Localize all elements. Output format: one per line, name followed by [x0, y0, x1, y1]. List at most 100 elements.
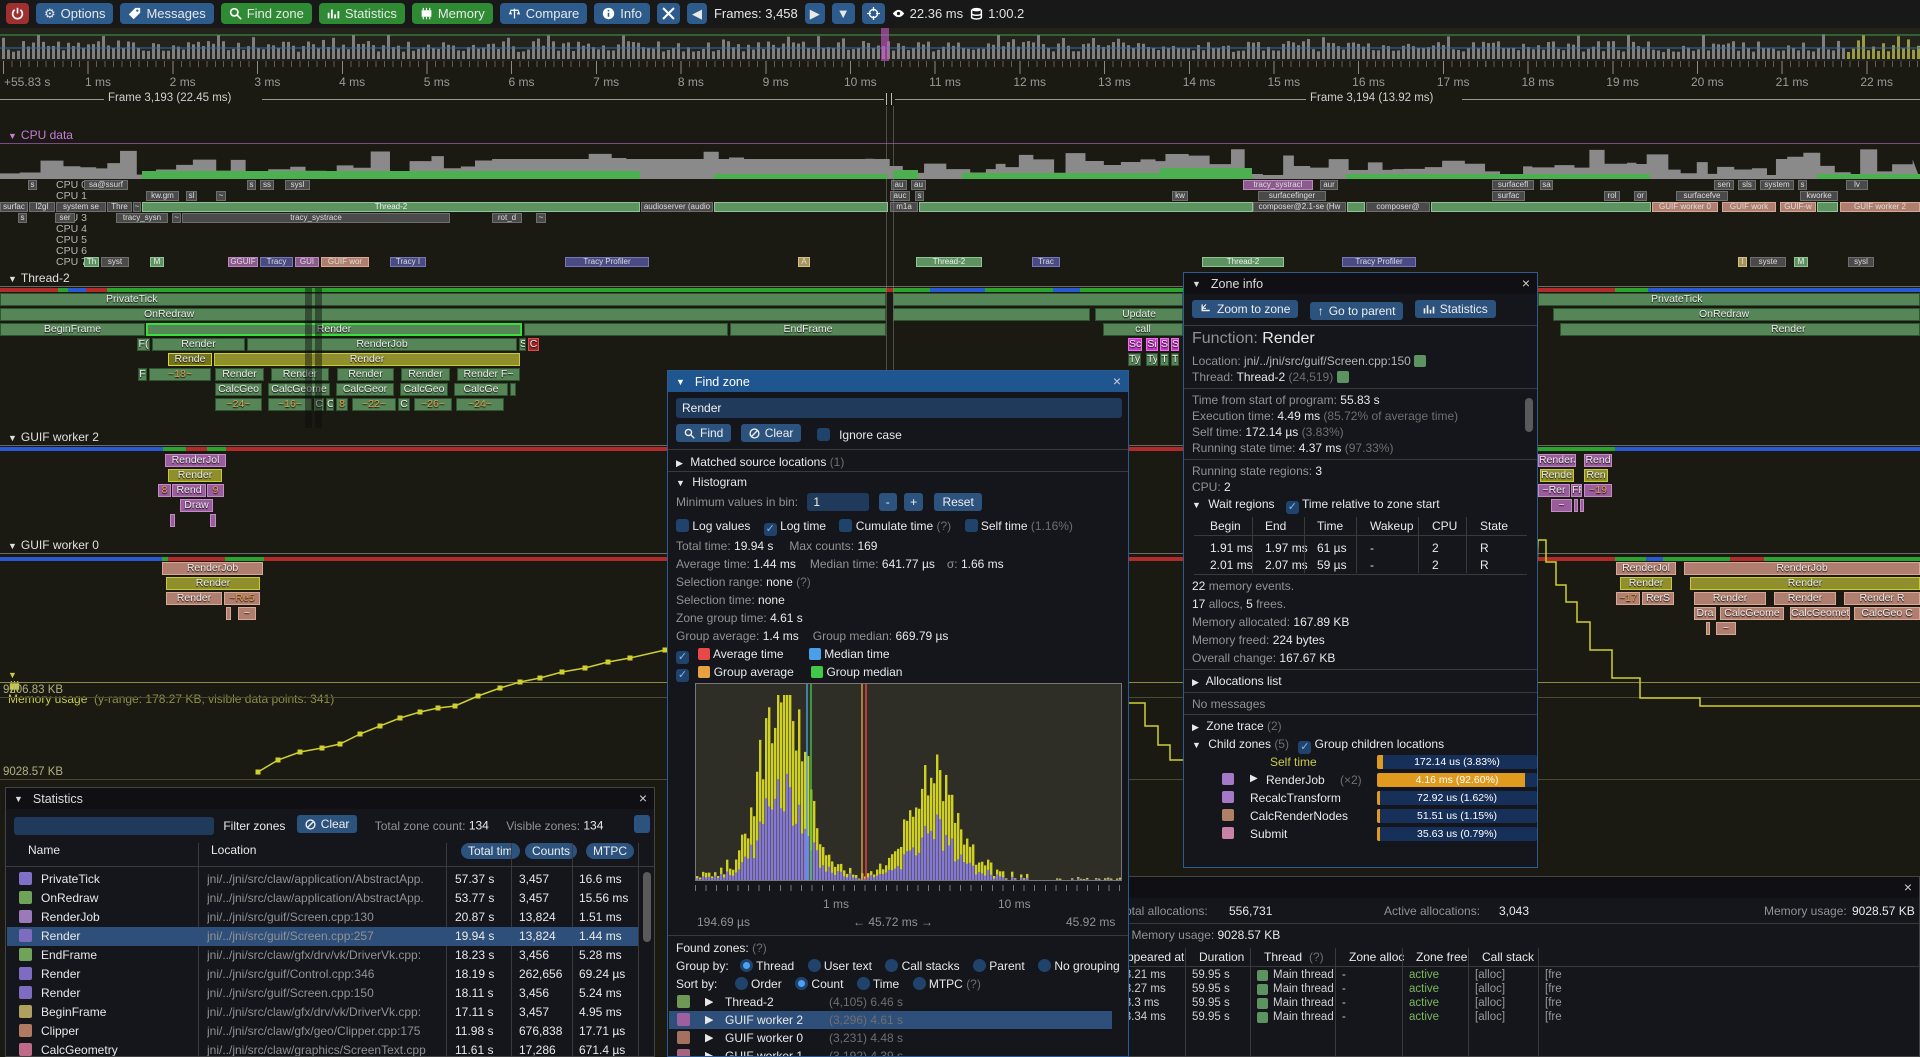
cpu-zone[interactable]: Thread-2: [1202, 257, 1284, 267]
find-button[interactable]: Find: [676, 424, 732, 442]
statistics-button[interactable]: Statistics: [318, 3, 405, 24]
cpu-zone[interactable]: M: [150, 257, 164, 267]
timeline-zone[interactable]: [1580, 499, 1584, 512]
statistics-row[interactable]: Render jni/../jni/src/guif/Control.cpp:3…: [7, 965, 638, 984]
sort-time-radio[interactable]: [856, 977, 870, 990]
show-group-checkbox[interactable]: ✓: [676, 669, 689, 682]
cpu-zone[interactable]: Tracy Profiler: [565, 257, 649, 267]
log-time-checkbox[interactable]: ✓: [763, 523, 777, 536]
power-button[interactable]: [6, 3, 29, 24]
timeline-zone[interactable]: RerS: [1642, 592, 1674, 605]
tools-button[interactable]: [656, 3, 680, 24]
statistics-scrollbar[interactable]: [643, 872, 651, 942]
cpu-zone[interactable]: surfacefve: [1676, 191, 1728, 201]
timeline-zone[interactable]: CalcGeome: [268, 383, 330, 396]
cpu-zone[interactable]: M: [1794, 257, 1808, 267]
expand-icon[interactable]: ▶: [705, 1050, 714, 1057]
col-call-stack[interactable]: Call stack: [1482, 950, 1535, 964]
expand-icon[interactable]: ▶: [1250, 773, 1258, 784]
timeline-zone[interactable]: ~24~: [215, 398, 262, 411]
timeline-zone[interactable]: Render R: [1844, 592, 1920, 605]
statistics-row[interactable]: CalcGeometry jni/../jni/src/claw/graphic…: [7, 1041, 638, 1056]
cpu-zone[interactable]: GGUIF: [228, 257, 258, 267]
timeline-zone[interactable]: ~26~: [414, 398, 452, 411]
timeline-zone[interactable]: Render: [214, 353, 520, 366]
col-duration[interactable]: Duration: [1199, 950, 1245, 964]
find-zone-button[interactable]: Find zone: [220, 3, 312, 24]
alloc-free-link[interactable]: [fre: [1545, 983, 1562, 995]
cpu-zone[interactable]: rot_d: [492, 213, 522, 223]
reset-button[interactable]: Reset: [934, 493, 982, 511]
cpu-zone[interactable]: syste: [1750, 257, 1786, 267]
timeline-zone[interactable]: CalcGeo: [215, 383, 262, 396]
cpu-zone[interactable]: [714, 202, 888, 212]
thread2-header[interactable]: ▼ Thread-2: [8, 271, 70, 285]
cpu-zone[interactable]: [1431, 202, 1651, 212]
clipped-button[interactable]: [634, 815, 650, 833]
timeline-zone[interactable]: Update: [1095, 308, 1183, 321]
go-to-parent-button[interactable]: ↑ Go to parent: [1309, 302, 1404, 320]
timeline-zone[interactable]: Sc: [1128, 338, 1142, 351]
timeline-zone[interactable]: ~17: [1616, 592, 1640, 605]
timeline-zone[interactable]: C: [326, 398, 334, 411]
frame-markers-row[interactable]: Frame 3,193 (22.45 ms) Frame 3,194 (13.9…: [0, 92, 1920, 107]
cpu-zone[interactable]: kw: [1172, 191, 1188, 201]
cpu-zone[interactable]: sl: [186, 191, 197, 201]
expand-icon[interactable]: ▶: [705, 1032, 714, 1044]
cpu-zone[interactable]: Tracy Profiler: [1342, 257, 1416, 267]
cpu-zone[interactable]: ser: [55, 213, 75, 223]
cpu-zone[interactable]: kw.gm: [146, 191, 179, 201]
cpu-zone[interactable]: GUIF worker 2: [1840, 202, 1920, 212]
find-zone-window-titlebar[interactable]: ▼ Find zone ×: [668, 371, 1128, 392]
timeline-zone[interactable]: ~22~: [352, 398, 396, 411]
col-thread[interactable]: Thread: [1264, 950, 1303, 964]
alloc-callstack-link[interactable]: [alloc]: [1475, 997, 1506, 1009]
self-time-checkbox[interactable]: [964, 519, 978, 532]
alloc-free-link[interactable]: [fre: [1545, 1011, 1562, 1023]
cpu-zone[interactable]: ~: [216, 191, 226, 201]
cpu-zone[interactable]: Tracy: [260, 257, 293, 267]
cpu-zone[interactable]: surfac: [0, 202, 28, 212]
ignore-case-checkbox[interactable]: [816, 427, 830, 441]
timeline-zone[interactable]: Render: [1690, 577, 1920, 590]
worker0-header[interactable]: ▼ GUIF worker 0: [8, 538, 99, 552]
cpu-zone[interactable]: ~: [133, 202, 141, 212]
timeline-zone[interactable]: CalcGeor: [336, 383, 394, 396]
cpu-zone[interactable]: sa: [1540, 180, 1553, 190]
zone-statistics-button[interactable]: Statistics: [1414, 300, 1496, 318]
show-avg-med-checkbox[interactable]: ✓: [676, 651, 689, 664]
cumulate-time-checkbox[interactable]: [839, 519, 853, 532]
statistics-window-titlebar[interactable]: ▼ Statistics ×: [6, 788, 654, 809]
cpu-zone[interactable]: ~: [172, 213, 181, 223]
col-name[interactable]: Name: [28, 843, 61, 857]
timeline-zone[interactable]: [524, 323, 728, 336]
filter-zones-input[interactable]: [14, 816, 214, 835]
min-bin-decrement[interactable]: -: [878, 493, 897, 511]
timeline-zone[interactable]: Render: [1774, 592, 1836, 605]
close-icon[interactable]: ×: [1521, 275, 1530, 291]
cpu-zone[interactable]: s: [247, 180, 256, 190]
timeline-zone[interactable]: Ty: [1128, 353, 1141, 366]
timeline-zone[interactable]: ~: [1551, 499, 1572, 512]
cpu-zone[interactable]: composer@2.1-se (Hw: [1253, 202, 1346, 212]
cpu-zone[interactable]: ~: [536, 213, 546, 223]
wait-regions-row[interactable]: ▼ Wait regions ✓ Time relative to zone s…: [1192, 497, 1440, 514]
timeline-zone[interactable]: Render F~: [457, 368, 520, 381]
zone-info-window-titlebar[interactable]: ▼ Zone info ×: [1184, 273, 1537, 294]
statistics-row[interactable]: Clipper jni/../jni/src/claw/gfx/geo/Clip…: [7, 1022, 638, 1041]
timeline-zone[interactable]: ~: [238, 607, 256, 620]
timeline-zone[interactable]: RenderJol: [165, 454, 226, 467]
timeline-zone[interactable]: Render: [1620, 577, 1672, 590]
cpu-zone[interactable]: Tracy I: [390, 257, 426, 267]
timeline-zone[interactable]: [893, 308, 1090, 321]
histogram-plot[interactable]: [695, 683, 1122, 881]
timeline-zone[interactable]: ~16~: [268, 398, 312, 411]
statistics-row[interactable]: Render jni/../jni/src/guif/Screen.cpp:25…: [7, 927, 638, 946]
col-mtpc-sort[interactable]: MTPC: [586, 843, 634, 859]
zoom-to-zone-button[interactable]: Zoom to zone: [1192, 300, 1299, 318]
timeline-zone[interactable]: C: [528, 338, 539, 351]
timeline-zone[interactable]: EndFrame: [730, 323, 886, 336]
timeline-zone[interactable]: T: [1171, 353, 1179, 366]
cpu-zone[interactable]: GUIF work: [1722, 202, 1776, 212]
histogram-collapse[interactable]: ▼ Histogram: [676, 475, 747, 489]
